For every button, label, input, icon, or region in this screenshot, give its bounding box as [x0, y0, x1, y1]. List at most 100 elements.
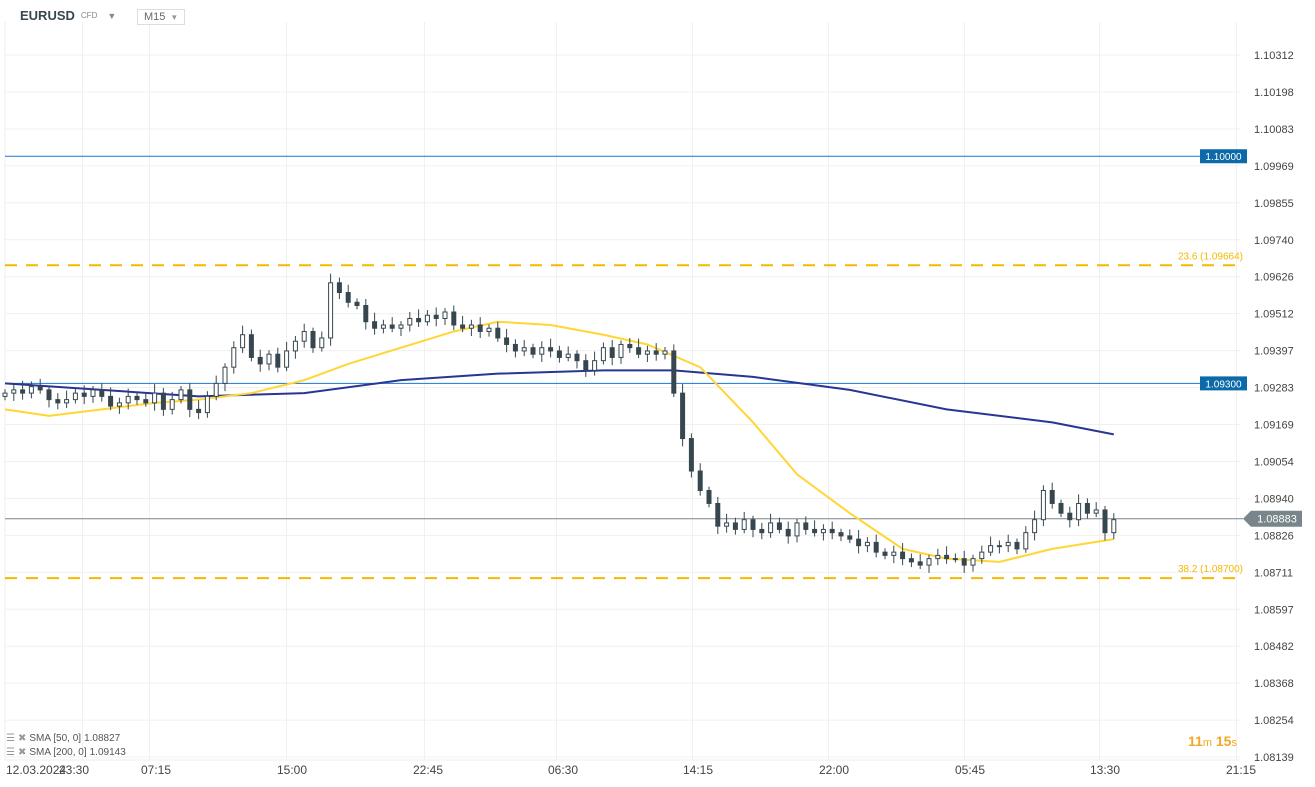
candle-body [539, 347, 545, 355]
candle-body [653, 350, 659, 355]
candle-body [600, 347, 606, 362]
candle-body [574, 353, 580, 362]
y-tick-label: 1.09740 [1254, 235, 1294, 247]
candle-body [407, 317, 413, 326]
symbol-name: EURUSD [20, 8, 75, 23]
current-price-badge [1243, 510, 1302, 527]
candle-body [90, 389, 96, 397]
candle-body [864, 541, 870, 547]
candle-body [152, 392, 158, 404]
y-tick-label: 1.08482 [1254, 641, 1294, 653]
candle-body [1049, 489, 1055, 504]
candle-body [37, 386, 43, 391]
candle-body [196, 408, 202, 414]
candle-body [81, 392, 87, 397]
candle-body [988, 545, 994, 553]
level-price-badge [1200, 376, 1247, 391]
settings-icon[interactable]: ☰ [6, 733, 15, 744]
candle-body [882, 551, 888, 556]
fib-level-label: 23.6 (1.09664) [1178, 251, 1243, 262]
candle-body [486, 327, 492, 332]
candle-countdown: 11m 15s [1188, 733, 1237, 749]
candle-body [583, 360, 589, 371]
candle-body [706, 489, 712, 504]
candle-body [345, 292, 351, 303]
candle-body [926, 558, 932, 566]
candle-body [451, 311, 457, 326]
candle-body [1014, 541, 1020, 550]
y-tick-label: 1.08826 [1254, 530, 1294, 542]
candle-body [143, 399, 149, 404]
candle-body [398, 324, 404, 329]
y-tick-label: 1.10312 [1254, 50, 1294, 62]
y-tick-label: 1.08711 [1254, 567, 1293, 579]
level-price-label: 1.09300 [1205, 379, 1242, 390]
close-icon[interactable]: ✖ [17, 747, 27, 758]
y-tick-label: 1.08139 [1254, 752, 1294, 764]
candle-body [222, 366, 228, 384]
candle-body [372, 321, 378, 329]
candle-body [477, 324, 483, 332]
candle-body [908, 558, 914, 563]
candle-body [424, 314, 430, 323]
level-price-badge [1200, 149, 1247, 164]
y-tick-label: 1.08940 [1254, 493, 1294, 505]
candle-body [336, 282, 342, 294]
candles [2, 273, 1117, 573]
candle-body [768, 522, 774, 534]
chevron-down-icon: ▼ [170, 13, 179, 22]
candle-body [644, 350, 650, 355]
candle-body [847, 535, 853, 540]
candle-body [134, 395, 140, 401]
candle-body [266, 353, 272, 365]
close-icon[interactable]: ✖ [17, 733, 27, 744]
sma50-line [4, 320, 1114, 563]
indicator-label: SMA [50, 0] [29, 733, 82, 744]
timer-seconds: 15 [1215, 733, 1232, 749]
y-tick-label: 1.09283 [1254, 383, 1294, 395]
y-tick-label: 1.09969 [1254, 161, 1294, 173]
candle-body [72, 392, 78, 401]
candle-body [363, 305, 369, 323]
current-price-label: 1.08883 [1257, 514, 1297, 526]
candle-body [433, 314, 439, 319]
candle-body [565, 353, 571, 358]
candle-body [556, 350, 562, 358]
candle-body [28, 386, 34, 394]
candle-body [636, 347, 642, 355]
candle-body [504, 337, 510, 345]
candle-body [99, 389, 105, 397]
y-tick-label: 1.08597 [1254, 604, 1294, 616]
fib-level-label: 38.2 (1.08700) [1178, 564, 1243, 575]
candle-body [187, 389, 193, 410]
candle-body [820, 528, 826, 534]
candle-body [248, 334, 254, 358]
candle-body [952, 558, 958, 561]
candle-body [609, 347, 615, 358]
candle-body [671, 350, 677, 394]
x-tick-label: 13:30 [1090, 763, 1120, 777]
x-tick-label: 14:15 [683, 763, 713, 777]
x-tick-label: 23:30 [59, 763, 89, 777]
sma200-line [4, 369, 1114, 436]
x-tick-label: 07:15 [141, 763, 171, 777]
chevron-down-icon[interactable]: ▼ [107, 10, 117, 21]
timeframe-dropdown[interactable]: M15 ▼ [137, 9, 186, 25]
instrument-type: CFD [80, 11, 98, 20]
settings-icon[interactable]: ☰ [6, 747, 15, 758]
x-tick-label: 05:45 [955, 763, 985, 777]
candle-body [794, 522, 800, 537]
symbol-selector[interactable]: EURUSD CFD ▼ [20, 8, 116, 23]
x-tick-label: 15:00 [277, 763, 307, 777]
candle-body [116, 402, 122, 407]
candle-body [521, 347, 527, 352]
candle-body [785, 528, 791, 537]
candle-body [935, 554, 941, 560]
candle-body [548, 347, 554, 352]
candle-body [1076, 502, 1082, 521]
candle-body [328, 282, 334, 339]
candle-body [204, 395, 210, 414]
candle-body [310, 330, 316, 349]
candle-body [917, 561, 923, 566]
